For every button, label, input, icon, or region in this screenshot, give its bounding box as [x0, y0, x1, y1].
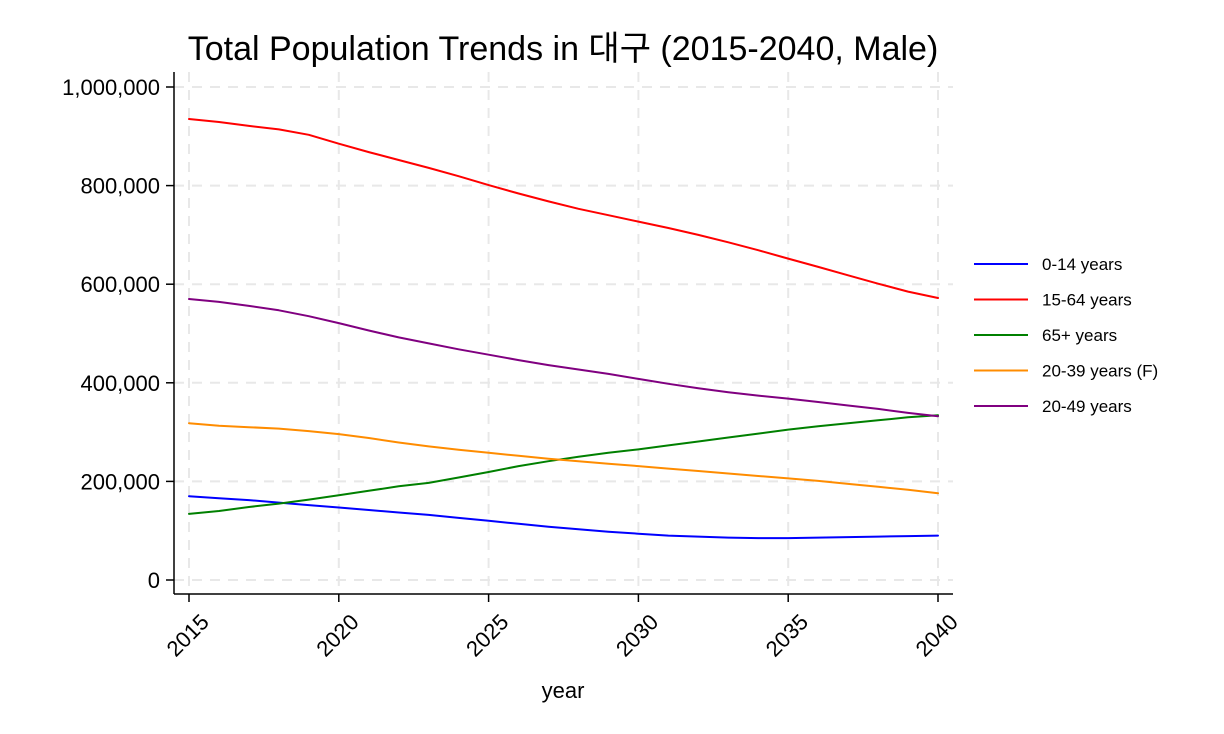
- x-tick-label: 2025: [461, 609, 513, 661]
- y-tick-label: 0: [148, 568, 160, 593]
- x-axis-label: year: [542, 678, 585, 703]
- series-line-0-14-years: [188, 495, 939, 540]
- y-tick-label: 400,000: [80, 371, 160, 396]
- y-tick-label: 800,000: [80, 174, 160, 199]
- legend-label: 65+ years: [1042, 326, 1117, 345]
- legend: 0-14 years 15-64 years 65+ years 20-39 year…: [974, 255, 1158, 416]
- y-tick-label: 600,000: [80, 272, 160, 297]
- series-line-20-39-years-f: [188, 422, 939, 495]
- series-line-20-49-years: [188, 298, 939, 418]
- legend-item: 15-64 years: [974, 291, 1132, 310]
- legend-label: 15-64 years: [1042, 291, 1132, 310]
- legend-item: 0-14 years: [974, 255, 1122, 274]
- x-tick-label: 2015: [162, 609, 214, 661]
- y-tick-label: 1,000,000: [62, 75, 160, 100]
- axes: 0 200,000 400,000 600,000 800,000 1,000,000 20…: [62, 72, 963, 661]
- legend-item: 65+ years: [974, 326, 1117, 345]
- x-tick-label: 2035: [761, 609, 813, 661]
- legend-item: 20-39 years (F): [974, 362, 1158, 381]
- x-tick-label: 2020: [311, 609, 363, 661]
- grid: [174, 72, 953, 594]
- legend-label: 20-49 years: [1042, 397, 1132, 416]
- legend-label: 20-39 years (F): [1042, 362, 1158, 381]
- legend-item: 20-49 years: [974, 397, 1132, 416]
- y-tick-label: 200,000: [80, 469, 160, 494]
- chart-title: Total Population Trends in 대구 (2015-2040…: [188, 30, 939, 68]
- x-tick-label: 2040: [911, 609, 963, 661]
- x-tick-label: 2030: [611, 609, 663, 661]
- series-line-15-64-years: [188, 118, 939, 299]
- legend-label: 0-14 years: [1042, 255, 1122, 274]
- series-lines: [188, 118, 939, 540]
